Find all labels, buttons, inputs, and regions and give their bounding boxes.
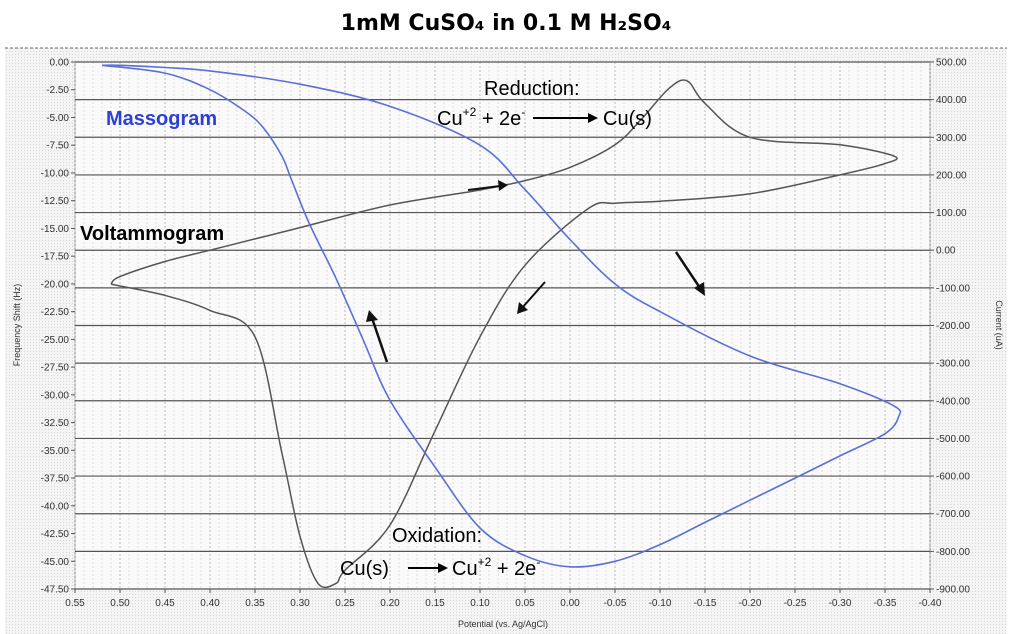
- right-tick-label: -500.00: [936, 434, 970, 445]
- voltammogram-label: Voltammogram: [80, 223, 224, 245]
- x-tick-label: 0.35: [245, 598, 265, 609]
- right-tick-label: 300.00: [936, 133, 967, 144]
- x-tick-label: 0.15: [425, 598, 445, 609]
- right-axis-ticks: 500.00 400.00 300.00 200.00 100.00 0.00 -100.0…: [930, 58, 970, 596]
- chart-title: 1mM CuSO₄ in 0.1 M H₂SO₄: [341, 11, 672, 36]
- left-tick-label: -10.00: [41, 168, 70, 179]
- arrow-massogram-forward-sweep: [674, 251, 705, 296]
- right-tick-label: 500.00: [936, 58, 967, 69]
- left-tick-label: -42.50: [41, 529, 70, 540]
- reduction-equation: Cu+2 + 2e- Cu(s): [437, 105, 652, 130]
- direction-arrows: [366, 113, 705, 573]
- x-tick-label: 0.40: [200, 598, 220, 609]
- x-tick-label: 0.00: [560, 598, 580, 609]
- left-tick-label: -15.00: [41, 224, 70, 235]
- right-tick-label: -400.00: [936, 396, 970, 407]
- x-tick-label: -0.10: [649, 598, 672, 609]
- x-tick-label: -0.15: [694, 598, 717, 609]
- right-tick-label: 0.00: [936, 246, 956, 257]
- massogram-label: Massogram: [106, 108, 217, 130]
- left-tick-label: -12.50: [41, 196, 70, 207]
- right-tick-label: -900.00: [936, 585, 970, 596]
- arrow-voltammogram-reduction-sweep: [467, 180, 508, 191]
- right-tick-label: -300.00: [936, 359, 970, 370]
- right-tick-label: 100.00: [936, 208, 967, 219]
- x-tick-label: -0.35: [874, 598, 897, 609]
- x-tick-label: 0.20: [380, 598, 400, 609]
- left-tick-label: -17.50: [41, 252, 70, 263]
- x-tick-label: 0.10: [470, 598, 490, 609]
- x-tick-label: 0.55: [65, 598, 85, 609]
- left-axis-label: Frequency Shift (Hz): [12, 284, 22, 367]
- right-tick-label: 400.00: [936, 95, 967, 106]
- x-tick-label: 0.50: [110, 598, 130, 609]
- arrow-massogram-return-sweep: [366, 310, 389, 363]
- right-tick-label: -700.00: [936, 509, 970, 520]
- left-tick-label: -37.50: [41, 474, 70, 485]
- right-tick-label: -800.00: [936, 547, 970, 558]
- x-tick-label: -0.05: [604, 598, 627, 609]
- series-massogram: [101, 64, 902, 568]
- x-tick-label: 0.25: [335, 598, 355, 609]
- left-tick-label: -20.00: [41, 279, 70, 290]
- x-axis-ticks: 0.55 0.50 0.45 0.40 0.35 0.30 0.25 0.20 0.15 0.10…: [65, 589, 942, 609]
- arrow-voltammogram-oxidation-sweep: [517, 281, 546, 314]
- arrow-oxidation-equation: [408, 563, 448, 573]
- left-tick-label: -7.50: [46, 141, 69, 152]
- oxidation-title: Oxidation:: [392, 525, 482, 547]
- x-tick-label: -0.25: [784, 598, 807, 609]
- oxidation-equation: Cu(s) Cu+2 + 2e-: [340, 555, 540, 580]
- right-axis-label: Current (uA): [994, 300, 1004, 350]
- x-tick-label: -0.20: [739, 598, 762, 609]
- right-tick-label: -200.00: [936, 321, 970, 332]
- right-tick-label: 200.00: [936, 170, 967, 181]
- left-tick-label: -47.50: [41, 585, 70, 596]
- left-tick-label: -22.50: [41, 307, 70, 318]
- left-tick-label: -5.00: [46, 113, 69, 124]
- left-tick-label: -25.00: [41, 335, 70, 346]
- series-voltammogram: [110, 79, 898, 589]
- x-tick-label: -0.40: [919, 598, 942, 609]
- x-tick-label: 0.45: [155, 598, 175, 609]
- left-tick-label: -30.00: [41, 390, 70, 401]
- left-tick-label: 0.00: [50, 58, 70, 69]
- right-tick-label: -600.00: [936, 472, 970, 483]
- left-tick-label: -2.50: [46, 85, 69, 96]
- x-tick-label: -0.30: [829, 598, 852, 609]
- x-tick-label: 0.05: [515, 598, 535, 609]
- left-tick-label: -40.00: [41, 501, 70, 512]
- right-tick-label: -100.00: [936, 283, 970, 294]
- left-tick-label: -35.00: [41, 446, 70, 457]
- left-tick-label: -32.50: [41, 418, 70, 429]
- arrow-reduction-equation: [533, 113, 598, 123]
- left-axis-ticks: 0.00 -2.50 -5.00 -7.50 -10.00 -12.50 -15.00 -17…: [41, 58, 75, 596]
- x-axis-label: Potential (vs. Ag/AgCl): [458, 619, 548, 629]
- horizontal-gridlines: [75, 61, 930, 590]
- reduction-title: Reduction:: [484, 78, 580, 100]
- left-tick-label: -45.00: [41, 557, 70, 568]
- x-tick-label: 0.30: [290, 598, 310, 609]
- left-tick-label: -27.50: [41, 363, 70, 374]
